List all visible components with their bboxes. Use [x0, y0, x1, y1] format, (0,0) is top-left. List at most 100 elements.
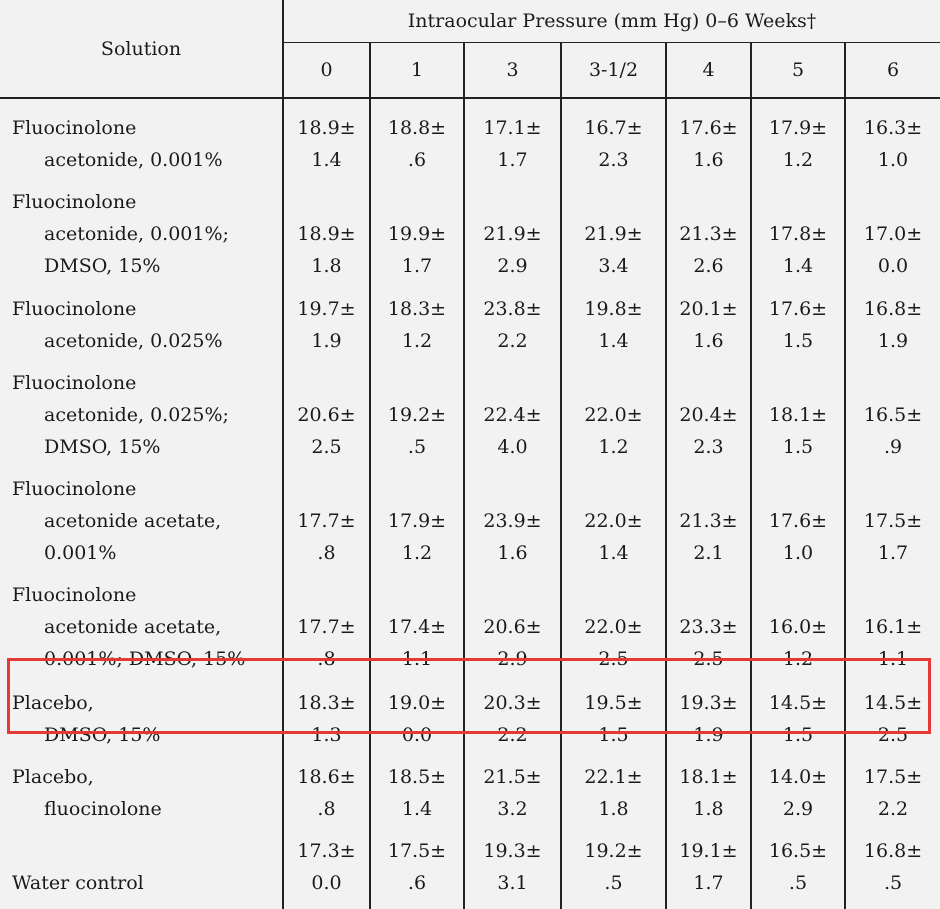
solution-name-line: 0.001%; DMSO, 15%	[44, 648, 246, 670]
pressure-sd: 1.4	[782, 255, 814, 277]
pressure-cell: 14.5± 1.5	[750, 685, 845, 761]
pressure-mean: 21.3±	[679, 223, 738, 245]
pressure-cell: 14.0± 2.9	[750, 761, 845, 835]
pressure-sd: 2.3	[598, 149, 629, 171]
solution-name: Water control	[0, 835, 283, 909]
pressure-cell: 16.8± 1.9	[843, 292, 940, 367]
solution-name-line: Fluocinolone	[12, 191, 137, 213]
pressure-mean: 22.0±	[584, 404, 643, 426]
pressure-sd: 1.2	[401, 542, 433, 564]
pressure-mean: 19.2±	[387, 404, 447, 426]
pressure-cell: 18.1± 1.8	[665, 761, 751, 835]
pressure-sd: 1.1	[877, 648, 909, 670]
solution-name-line: fluocinolone	[44, 798, 162, 820]
pressure-sd: 1.4	[311, 149, 342, 171]
table-row: Fluocinolone acetonide, 0.025%; DMSO, 15% 2…	[0, 367, 940, 473]
pressure-sd: 0.0	[401, 724, 433, 746]
pressure-sd: 2.2	[497, 330, 528, 352]
pressure-mean: 17.3±	[297, 840, 356, 862]
pressure-cell: 20.6± 2.9	[463, 579, 561, 685]
pressure-cell: 22.1± 1.8	[560, 761, 666, 835]
week-header: 3	[463, 42, 561, 99]
pressure-mean: 18.1±	[679, 766, 738, 788]
pressure-cell: 16.1± 1.1	[843, 579, 940, 685]
pressure-cell: 17.9± 1.2	[750, 98, 845, 186]
pressure-mean: 17.9±	[768, 117, 828, 139]
pressure-sd: 1.0	[877, 149, 909, 171]
pressure-cell: 17.6± 1.5	[750, 292, 845, 367]
pressure-mean: 16.8±	[863, 840, 923, 862]
pressure-cell: 19.7± 1.9	[282, 292, 370, 367]
pressure-mean: 16.8±	[863, 298, 923, 320]
solution-name: Placebo, DMSO, 15%	[0, 685, 283, 761]
pressure-mean: 20.6±	[483, 616, 542, 638]
pressure-mean: 17.1±	[483, 117, 542, 139]
pressure-mean: 19.8±	[584, 298, 643, 320]
pressure-cell: 23.8± 2.2	[463, 292, 561, 367]
table-row: Placebo, fluocinolone 18.6± .8 18.5± 1.4 21.5±…	[0, 761, 940, 835]
table-row: Placebo, DMSO, 15% 18.3± 1.3 19.0± 0.0 20.3± 2.…	[0, 685, 940, 761]
pressure-sd: 2.5	[311, 436, 342, 458]
pressure-sd: .5	[604, 872, 623, 894]
pressure-mean: 21.9±	[584, 223, 643, 245]
pressure-mean: 19.7±	[297, 298, 356, 320]
pressure-cell: 16.5± .5	[750, 835, 845, 909]
pressure-mean: 19.0±	[387, 692, 447, 714]
pressure-mean: 17.6±	[768, 298, 828, 320]
solution-name-line: Placebo,	[12, 766, 94, 788]
pressure-sd: 4.0	[497, 436, 528, 458]
pressure-cell: 19.8± 1.4	[560, 292, 666, 367]
pressure-mean: 19.1±	[679, 840, 738, 862]
pressure-cell: 22.0± 2.5	[560, 579, 666, 685]
pressure-mean: 21.9±	[483, 223, 542, 245]
pressure-mean: 21.5±	[483, 766, 542, 788]
pressure-mean: 14.5±	[768, 692, 828, 714]
pressure-cell: 22.4± 4.0	[463, 367, 561, 473]
pressure-sd: 1.2	[598, 436, 629, 458]
pressure-mean: 19.3±	[483, 840, 542, 862]
table-row: Fluocinolone acetonide, 0.001% 18.9± 1.4 18.…	[0, 98, 940, 186]
pressure-cell: 19.2± .5	[560, 835, 666, 909]
pressure-mean: 17.7±	[297, 616, 356, 638]
pressure-mean: 22.4±	[483, 404, 542, 426]
pressure-mean: 17.5±	[387, 840, 447, 862]
pressure-cell: 17.4± 1.1	[369, 579, 464, 685]
week-header: 6	[843, 42, 940, 99]
pressure-cell: 20.1± 1.6	[665, 292, 751, 367]
pressure-group-header: Intraocular Pressure (mm Hg) 0–6 Weeks†	[281, 0, 940, 43]
pressure-cell: 19.5± 1.5	[560, 685, 666, 761]
solution-name-line: DMSO, 15%	[44, 436, 161, 458]
pressure-mean: 17.0±	[863, 223, 923, 245]
pressure-mean: 17.7±	[297, 510, 356, 532]
pressure-mean: 18.9±	[297, 117, 356, 139]
pressure-sd: .6	[407, 872, 427, 894]
table-row: Water control 17.3± 0.0 17.5± .6 19.3± 3.1 19.2…	[0, 835, 940, 909]
pressure-sd: .6	[407, 149, 427, 171]
pressure-sd: 2.9	[497, 255, 528, 277]
pressure-mean: 19.2±	[584, 840, 643, 862]
pressure-sd: .8	[317, 798, 336, 820]
solution-name: Fluocinolone acetonide, 0.025%; DMSO, 15%	[0, 367, 283, 473]
pressure-sd: 2.1	[693, 542, 724, 564]
pressure-mean: 22.1±	[584, 766, 643, 788]
pressure-mean: 16.3±	[863, 117, 923, 139]
pressure-sd: 1.4	[598, 330, 629, 352]
table-row: Fluocinolone acetonide, 0.025% 19.7± 1.9 18.…	[0, 292, 940, 367]
pressure-mean: 18.3±	[387, 298, 447, 320]
pressure-mean: 19.9±	[387, 223, 447, 245]
pressure-mean: 22.0±	[584, 616, 643, 638]
pressure-cell: 17.5± .6	[369, 835, 464, 909]
pressure-cell: 21.3± 2.1	[665, 473, 751, 579]
pressure-mean: 17.8±	[768, 223, 828, 245]
pressure-cell: 18.8± .6	[369, 98, 464, 186]
pressure-mean: 21.3±	[679, 510, 738, 532]
pressure-sd: 1.8	[311, 255, 342, 277]
pressure-mean: 20.1±	[679, 298, 738, 320]
pressure-mean: 17.9±	[387, 510, 447, 532]
pressure-cell: 16.8± .5	[843, 835, 940, 909]
pressure-mean: 18.3±	[297, 692, 356, 714]
solution-name-line: Fluocinolone	[12, 372, 137, 394]
pressure-sd: .8	[317, 542, 336, 564]
week-header: 1	[369, 42, 464, 99]
